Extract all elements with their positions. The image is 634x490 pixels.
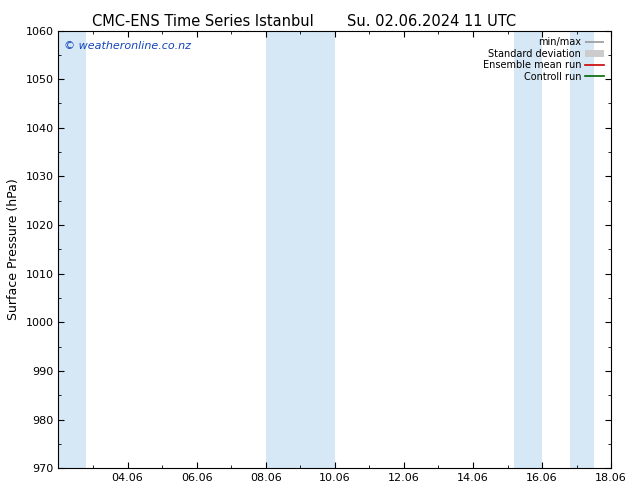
Bar	[58, 30, 86, 468]
Bar	[266, 30, 335, 468]
Bar	[514, 30, 542, 468]
Legend: min/max, Standard deviation, Ensemble mean run, Controll run: min/max, Standard deviation, Ensemble me…	[481, 35, 606, 84]
Text: CMC-ENS Time Series Istanbul: CMC-ENS Time Series Istanbul	[92, 14, 314, 29]
Bar	[570, 30, 594, 468]
Text: © weatheronline.co.nz: © weatheronline.co.nz	[64, 42, 191, 51]
Y-axis label: Surface Pressure (hPa): Surface Pressure (hPa)	[7, 178, 20, 320]
Text: Su. 02.06.2024 11 UTC: Su. 02.06.2024 11 UTC	[347, 14, 515, 29]
